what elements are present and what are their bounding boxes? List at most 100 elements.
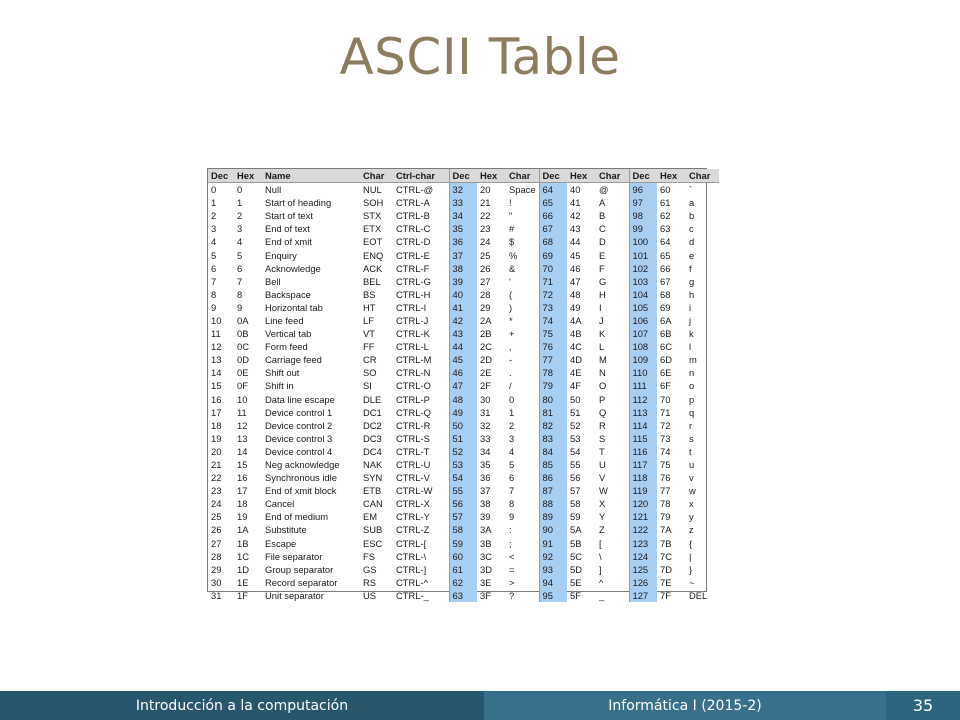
cell-char: Y	[596, 510, 630, 524]
footer-course-title: Introducción a la computación	[0, 691, 484, 720]
cell-dec: 117	[629, 457, 657, 472]
cell-dec: 75	[539, 327, 567, 341]
cell-char: Z	[596, 523, 630, 537]
cell-char: u	[689, 459, 695, 471]
cell-dec: 97	[629, 196, 657, 210]
column-header-hex: Hex	[234, 169, 262, 183]
cell-char: .	[506, 366, 540, 380]
cell-hex: 0B	[237, 328, 249, 340]
cell-char: j	[689, 314, 692, 326]
cell-dec: 112	[629, 392, 657, 406]
cell-hex: 41	[570, 197, 581, 209]
cell-name: Cancel	[265, 498, 295, 510]
table-row: 3 3 End of text ETX CTRL-C 35 23 #67 43 C 99 63 c	[208, 222, 719, 236]
cell-char: G	[596, 274, 630, 288]
cell-dec: 70	[539, 261, 567, 275]
column-header-char: Char	[360, 169, 393, 183]
cell-ctrl-char: CTRL-S	[393, 431, 450, 445]
cell-dec: 6	[211, 262, 217, 274]
table-row: 19 13 Device control 3 DC3 CTRL-S 51 33 3 83 53 S 1…	[208, 431, 719, 445]
cell-hex: 2C	[480, 341, 492, 353]
cell-dec: 106	[629, 313, 657, 328]
cell-char: @	[596, 182, 630, 197]
cell-dec: 49	[449, 405, 477, 419]
cell-dec: 55	[449, 484, 477, 498]
cell-dec: 72	[539, 287, 567, 301]
cell-dec: 73	[539, 300, 567, 314]
table-row: 13 0D Carriage feed CR CTRL-M 45 2D -77 4D M 109 6D…	[208, 353, 719, 367]
cell-ctrl-char: CTRL-P	[393, 392, 450, 406]
cell-hex: 5F	[570, 589, 581, 601]
cell-hex: 6F	[660, 380, 671, 392]
cell-hex: 4	[237, 236, 243, 248]
cell-hex: 37	[480, 485, 491, 497]
cell-char: <	[506, 549, 540, 563]
cell-hex: 6C	[660, 341, 672, 353]
cell-char: E	[596, 248, 630, 262]
cell-char: /	[506, 379, 540, 393]
cell-dec: 35	[449, 222, 477, 236]
cell-hex: 79	[660, 511, 671, 523]
cell-char: ESC	[363, 537, 383, 549]
cell-char: A	[596, 196, 630, 210]
cell-char: T	[596, 444, 630, 458]
cell-char: =	[506, 562, 540, 576]
cell-char: 8	[506, 497, 540, 511]
cell-name: End of xmit	[265, 236, 312, 248]
cell-dec: 11	[211, 328, 221, 340]
cell-ctrl-char: CTRL-U	[393, 457, 450, 472]
cell-dec: 8	[211, 288, 217, 300]
cell-dec: 26	[211, 524, 222, 536]
cell-hex: 8	[237, 288, 243, 300]
cell-dec: 30	[211, 576, 222, 588]
cell-hex: 2E	[480, 367, 492, 379]
cell-dec: 2	[211, 210, 217, 222]
ascii-table-container: Dec Hex Name Char Ctrl-char Dec Hex Char Dec Hex C…	[207, 168, 719, 602]
cell-hex: 19	[237, 511, 248, 523]
cell-dec: 63	[449, 588, 477, 602]
cell-dec: 53	[449, 457, 477, 472]
cell-hex: 47	[570, 275, 581, 287]
cell-char: C	[596, 222, 630, 236]
cell-char: f	[689, 262, 692, 274]
cell-char: l	[689, 341, 692, 353]
cell-hex: 58	[570, 498, 581, 510]
cell-ctrl-char: CTRL-N	[393, 366, 450, 380]
cell-char: b	[689, 210, 695, 222]
cell-ctrl-char: CTRL-G	[393, 274, 450, 288]
cell-hex: 32	[480, 419, 491, 431]
cell-hex: 1C	[237, 550, 249, 562]
cell-dec: 88	[539, 497, 567, 511]
cell-dec: 96	[629, 182, 657, 197]
table-row: 16 10 Data line escape DLE CTRL-P 48 30 0 80 50 P 1…	[208, 392, 719, 406]
cell-char: V	[596, 471, 630, 485]
cell-dec: 68	[539, 235, 567, 249]
cell-char: NUL	[363, 184, 382, 196]
cell-char: "	[506, 209, 540, 223]
cell-hex: 2D	[480, 354, 492, 366]
cell-hex: 10	[237, 393, 248, 405]
cell-hex: 12	[237, 419, 248, 431]
cell-ctrl-char: CTRL-V	[393, 471, 450, 485]
cell-ctrl-char: CTRL-E	[393, 248, 450, 262]
cell-ctrl-char: CTRL-_	[393, 588, 450, 602]
cell-hex: 14	[237, 445, 248, 457]
cell-char: )	[506, 300, 540, 314]
cell-dec: 23	[211, 485, 222, 497]
cell-char: y	[689, 511, 694, 523]
cell-char: o	[689, 380, 695, 392]
cell-hex: 0C	[237, 341, 249, 353]
cell-dec: 45	[449, 353, 477, 367]
cell-ctrl-char: CTRL-\	[393, 549, 450, 563]
cell-hex: 5	[237, 249, 243, 261]
cell-char: a	[689, 197, 695, 209]
cell-hex: 21	[480, 197, 491, 209]
cell-hex: 3C	[480, 550, 492, 562]
cell-ctrl-char: CTRL-Y	[393, 510, 450, 524]
cell-name: Enquiry	[265, 249, 297, 261]
cell-char: t	[689, 445, 692, 457]
cell-char: F	[596, 261, 630, 275]
cell-char: &	[506, 261, 540, 275]
cell-hex: 73	[660, 432, 671, 444]
cell-hex: 1	[237, 197, 243, 209]
